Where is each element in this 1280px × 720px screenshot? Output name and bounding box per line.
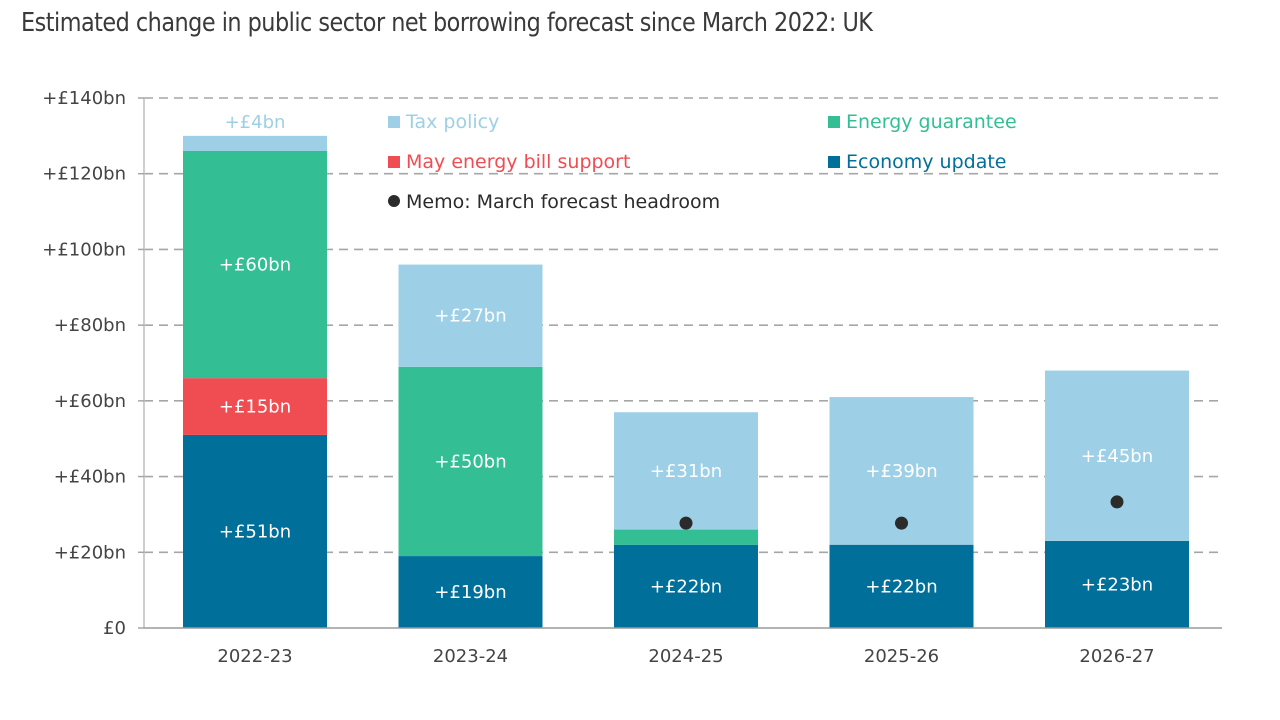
x-tick-label: 2025-26 [864, 646, 939, 667]
chart-title: Estimated change in public sector net bo… [21, 8, 873, 38]
bar-segment-economy-update [183, 434, 327, 628]
legend-marker-square-icon [828, 156, 840, 168]
legend-label: Memo: March forecast headroom [406, 191, 720, 213]
legend-item: Energy guarantee [828, 111, 1017, 133]
x-tick-label: 2023-24 [433, 646, 508, 667]
data-label: +£19bn [434, 582, 506, 603]
memo-points [679, 495, 1124, 530]
y-tick-label: +£120bn [42, 164, 126, 185]
y-tick-label: +£60bn [54, 391, 126, 412]
data-label: +£50bn [434, 451, 506, 472]
legend-marker-square-icon [388, 156, 400, 168]
legend-item: Tax policy [388, 111, 499, 133]
data-label: +£39bn [865, 461, 937, 482]
bar-segment-may-energy-bill-support [183, 378, 327, 435]
data-label: +£15bn [219, 397, 291, 418]
legend-marker-square-icon [828, 116, 840, 128]
data-label: +£51bn [219, 521, 291, 542]
y-tick-label: +£40bn [54, 467, 126, 488]
data-label: +£22bn [865, 576, 937, 597]
legend-label: Tax policy [405, 111, 499, 133]
legend-label: Economy update [846, 151, 1006, 173]
memo-headroom-point [679, 516, 693, 530]
y-tick-label: £0 [103, 618, 126, 639]
legend-item: May energy bill support [388, 151, 630, 173]
bar-segment-energy-guarantee [183, 151, 327, 379]
bar-segment-tax-policy [398, 264, 543, 367]
data-label: +£27bn [434, 306, 506, 327]
data-label: +£23bn [1081, 574, 1153, 595]
legend: Tax policy Energy guarantee May energy bil… [388, 111, 1017, 213]
bar-segment-economy-update [398, 556, 543, 628]
y-tick-label: +£80bn [54, 315, 126, 336]
bar-segment-energy-guarantee [398, 366, 543, 557]
legend-item: Economy update [828, 151, 1006, 173]
legend-marker-circle-icon [388, 195, 400, 207]
x-tick-label: 2026-27 [1079, 646, 1154, 667]
legend-item: Memo: March forecast headroom [388, 191, 720, 213]
bar-segment-tax-policy [183, 135, 327, 151]
data-label: +£45bn [1081, 446, 1153, 467]
bar-segment-tax-policy [1045, 370, 1189, 541]
segment-labels: +£51bn +£15bn +£60bn +£4bn +£19bn +£50bn +£27b… [219, 112, 1153, 603]
bar-segment-economy-update [1045, 540, 1189, 628]
y-tick-label: +£140bn [42, 88, 126, 109]
data-label: +£60bn [219, 255, 291, 276]
y-tick-label: +£20bn [54, 542, 126, 563]
bar-segment-economy-update [829, 544, 974, 628]
legend-marker-square-icon [388, 116, 400, 128]
bar-segment-energy-guarantee [614, 529, 758, 545]
y-tick-label: +£100bn [42, 239, 126, 260]
data-label: +£4bn [225, 112, 286, 133]
memo-headroom-point [895, 516, 908, 530]
data-label: +£31bn [650, 461, 722, 482]
legend-label: Energy guarantee [846, 111, 1017, 133]
memo-headroom-point [1110, 495, 1124, 509]
legend-label: May energy bill support [406, 151, 630, 173]
x-tick-label: 2022-23 [217, 646, 292, 667]
x-axis: 2022-23 2023-24 2024-25 2025-26 2026-27 [144, 627, 1222, 667]
y-axis: £0 +£20bn +£40bn +£60bn +£80bn +£100bn +£120bn… [42, 88, 145, 639]
bar-segment-tax-policy [614, 412, 758, 530]
bars [183, 135, 1189, 628]
x-tick-label: 2024-25 [648, 646, 723, 667]
bar-segment-economy-update [614, 544, 758, 628]
data-label: +£22bn [650, 576, 722, 597]
